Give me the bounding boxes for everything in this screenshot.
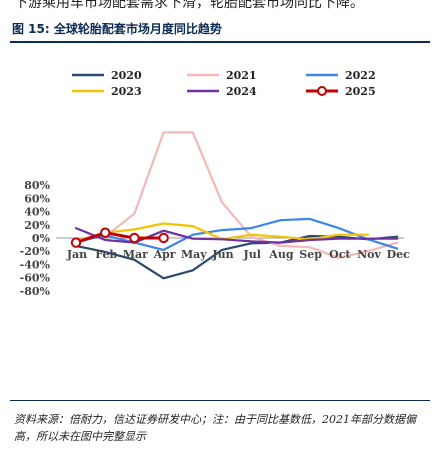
legend-label: 2025 — [345, 85, 376, 98]
y-tick-label: 20% — [24, 219, 50, 232]
legend-label: 2022 — [345, 69, 376, 82]
title-rule — [10, 41, 430, 43]
x-tick-label: Nov — [357, 248, 381, 261]
y-tick-label: -20% — [20, 245, 51, 258]
series-line-2020 — [74, 234, 399, 280]
x-tick-label: Jul — [243, 248, 261, 261]
legend-item-2023: 2023 — [72, 85, 142, 98]
x-tick-labels: Jan Feb Mar Apr May Jun Jul Aug Sep Oct Nov Dec — [66, 248, 410, 261]
legend-item-2025: 2025 — [306, 85, 376, 98]
chart-legend: 2020 2021 2022 2023 2024 2025 — [72, 69, 376, 98]
y-tick-label: 80% — [24, 179, 50, 192]
series-line-2024 — [74, 227, 399, 244]
x-tick-label: Dec — [387, 248, 411, 261]
x-tick-label: Feb — [95, 248, 117, 261]
x-tick-label: Apr — [153, 248, 176, 261]
series-group — [74, 131, 399, 280]
y-tick-label: 0% — [32, 232, 51, 245]
legend-item-2021: 2021 — [187, 69, 257, 82]
data-point-2025 — [158, 232, 169, 244]
legend-label: 2021 — [226, 69, 257, 82]
x-tick-label: May — [181, 248, 207, 261]
legend-item-2022: 2022 — [306, 69, 376, 82]
data-point-2025 — [70, 237, 82, 248]
x-tick-label: Aug — [268, 248, 294, 261]
legend-marker — [317, 86, 327, 96]
x-tick-label: Mar — [123, 248, 148, 261]
y-tick-label: -60% — [20, 272, 51, 285]
legend-label: 2024 — [226, 85, 257, 98]
y-tick-label: 40% — [24, 206, 50, 219]
series-line-2021 — [74, 131, 399, 259]
y-tick-label: -40% — [20, 258, 51, 271]
series-line-2025 — [74, 231, 166, 245]
bottom-rule — [10, 400, 430, 401]
x-tick-label: Jan — [66, 248, 87, 261]
cut-off-text: 下游乘用车市场配套需求下滑，轮胎配套市场同比下降。 — [0, 0, 438, 10]
legend-item-2024: 2024 — [187, 85, 257, 98]
x-tick-label: Sep — [299, 248, 322, 261]
y-tick-label: 60% — [24, 192, 50, 205]
x-tick-label: Oct — [329, 248, 351, 261]
y-axis: 80%60%40%20%0%-20%-40%-60%-80% — [20, 179, 51, 298]
legend-label: 2023 — [111, 85, 142, 98]
legend-item-2020: 2020 — [72, 69, 142, 82]
source-note: 资料来源：倍耐力，信达证券研发中心；注：由于同比基数低，2021年部分数据偏高，… — [14, 413, 416, 443]
figure-title: 图 15: 全球轮胎配套市场月度同比趋势 — [12, 22, 222, 36]
marker-group — [70, 227, 169, 248]
legend-label: 2020 — [111, 69, 142, 82]
y-tick-label: -80% — [20, 285, 51, 298]
data-point-2025 — [129, 232, 140, 244]
x-tick-label: Jun — [211, 248, 233, 261]
data-point-2025 — [100, 227, 111, 238]
cut-off-text-line: 下游乘用车市场配套需求下滑，轮胎配套市场同比下降。 — [14, 0, 364, 10]
